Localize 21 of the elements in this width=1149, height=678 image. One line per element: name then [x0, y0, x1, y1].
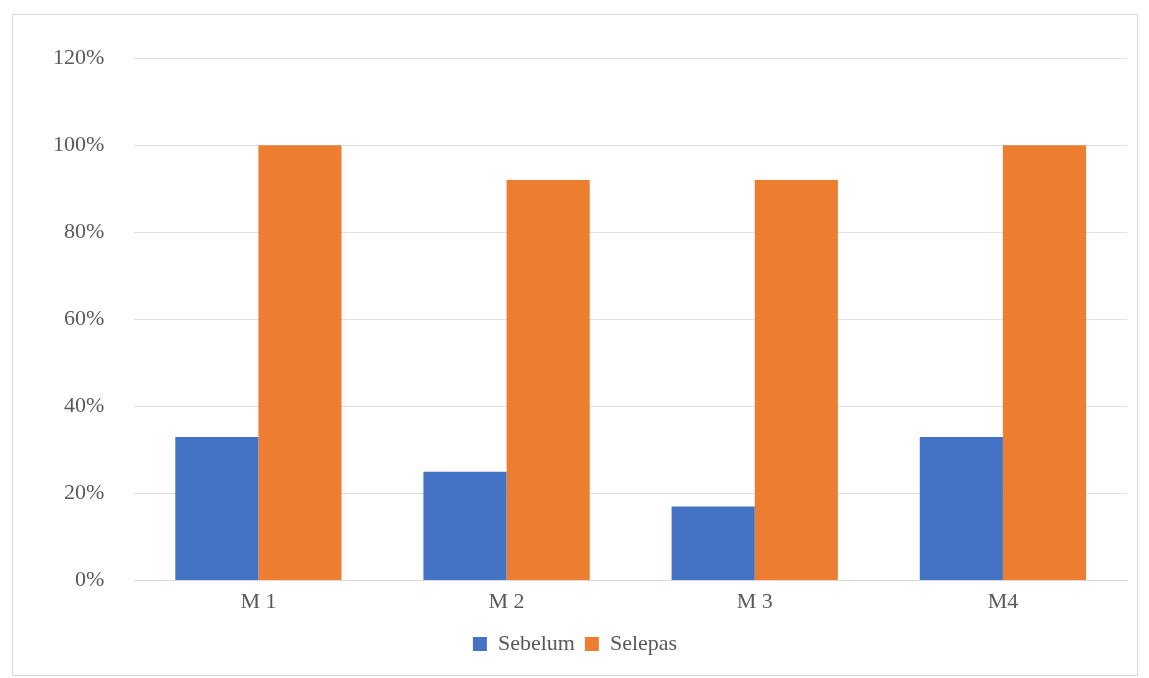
x-tick-label: M 2	[488, 587, 525, 613]
bar	[258, 145, 342, 581]
y-tick-label: 60%	[64, 305, 105, 331]
bar	[1002, 145, 1087, 581]
x-tick-label: M4	[987, 587, 1019, 613]
bar	[671, 506, 755, 581]
y-tick-label: 0%	[75, 566, 105, 592]
x-tick-label: M 3	[736, 587, 773, 613]
legend-label: Sebelum	[497, 629, 575, 655]
bar	[423, 471, 507, 581]
y-tick-label: 40%	[64, 392, 105, 418]
y-tick-label: 100%	[53, 131, 105, 157]
bar	[754, 180, 838, 581]
bar	[919, 436, 1003, 581]
y-tick-label: 80%	[64, 218, 105, 244]
bar	[506, 180, 590, 581]
y-tick-label: 20%	[64, 479, 105, 505]
legend-label: Selepas	[609, 629, 678, 655]
bar	[175, 436, 259, 581]
y-tick-label: 120%	[53, 43, 105, 69]
x-tick-label: M 1	[240, 587, 277, 613]
